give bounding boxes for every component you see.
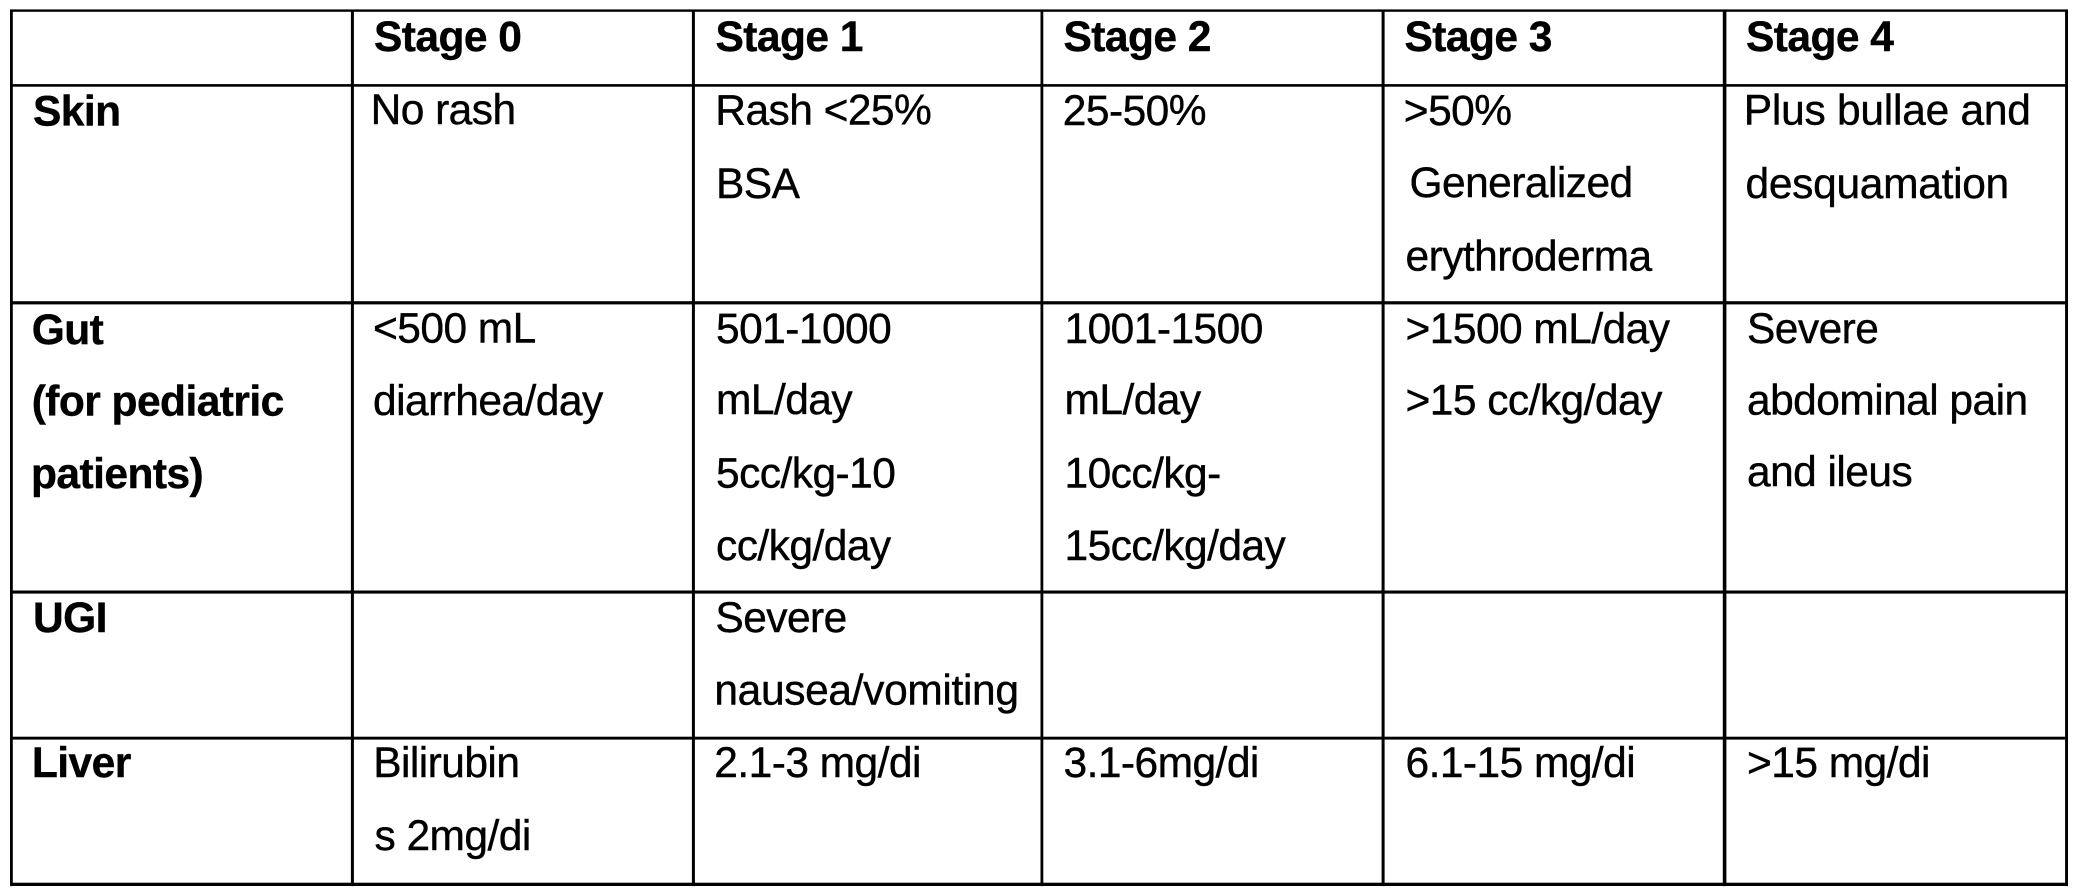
svg-text:501-1000: 501-1000	[716, 306, 891, 353]
svg-text:mL/day: mL/day	[1065, 377, 1202, 424]
svg-text:and ileus: and ileus	[1747, 449, 1912, 496]
svg-text:Generalized: Generalized	[1410, 160, 1633, 207]
svg-text:Liver: Liver	[32, 740, 131, 787]
svg-text:UGI: UGI	[33, 595, 107, 642]
svg-text:Skin: Skin	[33, 88, 121, 135]
svg-text:>15 mg/di: >15 mg/di	[1747, 740, 1930, 787]
svg-text:Severe: Severe	[1747, 306, 1878, 353]
svg-text:6.1-15 mg/di: 6.1-15 mg/di	[1406, 740, 1636, 787]
svg-text:Stage 3: Stage 3	[1405, 14, 1552, 61]
svg-text:Rash <25%: Rash <25%	[715, 87, 931, 134]
svg-text:>50%: >50%	[1404, 88, 1512, 135]
svg-text:erythroderma: erythroderma	[1406, 233, 1653, 280]
svg-text:2.1-3 mg/di: 2.1-3 mg/di	[714, 740, 921, 787]
svg-text:15cc/kg/day: 15cc/kg/day	[1065, 523, 1287, 570]
svg-text:5cc/kg-10: 5cc/kg-10	[716, 451, 895, 498]
svg-text:>1500 mL/day: >1500 mL/day	[1406, 306, 1671, 353]
svg-text:3.1-6mg/di: 3.1-6mg/di	[1064, 740, 1259, 787]
svg-text:(for pediatric: (for pediatric	[32, 379, 284, 426]
svg-text:Gut: Gut	[32, 307, 104, 354]
svg-text:Bilirubin: Bilirubin	[373, 740, 519, 787]
svg-text:BSA: BSA	[716, 161, 801, 208]
svg-text:cc/kg/day: cc/kg/day	[716, 523, 892, 570]
svg-text:>15 cc/kg/day: >15 cc/kg/day	[1406, 378, 1664, 425]
svg-text:diarrhea/day: diarrhea/day	[373, 378, 604, 425]
svg-text:No rash: No rash	[371, 87, 516, 134]
svg-text:25-50%: 25-50%	[1063, 88, 1206, 135]
svg-text:1001-1500: 1001-1500	[1065, 306, 1263, 353]
svg-text:mL/day: mL/day	[716, 377, 853, 424]
svg-text:10cc/kg-: 10cc/kg-	[1065, 451, 1221, 498]
svg-text:nausea/vomiting: nausea/vomiting	[714, 668, 1018, 715]
svg-text:patients): patients)	[31, 451, 203, 498]
svg-text:Stage 0: Stage 0	[374, 14, 521, 61]
svg-text:Stage 4: Stage 4	[1746, 14, 1894, 61]
svg-text:desquamation: desquamation	[1746, 161, 2009, 208]
svg-text:<500 mL: <500 mL	[373, 305, 536, 352]
svg-text:s 2mg/di: s 2mg/di	[375, 813, 531, 860]
svg-text:Severe: Severe	[715, 595, 846, 642]
svg-text:Stage 2: Stage 2	[1064, 14, 1211, 61]
svg-text:abdominal pain: abdominal pain	[1747, 378, 2028, 425]
svg-text:Plus bullae and: Plus bullae and	[1744, 87, 2031, 134]
svg-text:Stage 1: Stage 1	[716, 14, 863, 61]
